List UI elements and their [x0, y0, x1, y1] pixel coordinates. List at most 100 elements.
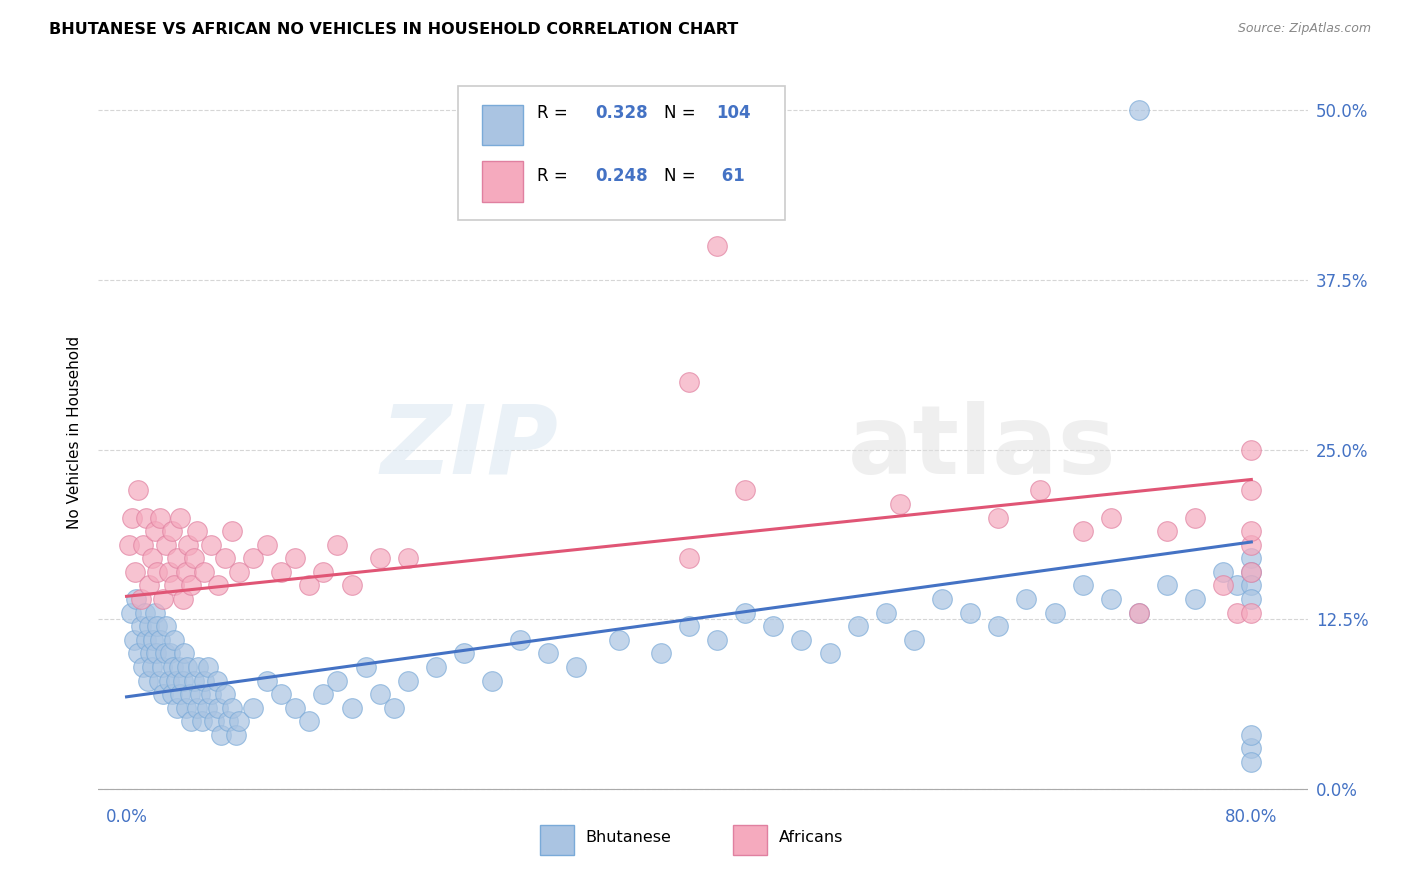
Point	[875, 606, 897, 620]
Point	[163, 632, 186, 647]
Point	[169, 687, 191, 701]
Point	[1212, 578, 1234, 592]
Point	[207, 700, 229, 714]
Point	[846, 619, 869, 633]
Point	[172, 592, 194, 607]
Point	[382, 700, 405, 714]
Point	[149, 632, 172, 647]
Point	[1184, 592, 1206, 607]
Point	[1240, 565, 1263, 579]
Point	[142, 632, 165, 647]
Point	[221, 524, 243, 538]
Point	[186, 524, 208, 538]
Point	[1071, 578, 1094, 592]
Point	[1043, 606, 1066, 620]
Point	[146, 565, 169, 579]
Point	[1099, 510, 1122, 524]
Point	[155, 619, 177, 633]
Point	[120, 606, 142, 620]
Point	[166, 700, 188, 714]
Point	[678, 375, 700, 389]
Point	[396, 673, 419, 688]
Point	[340, 700, 363, 714]
Text: 0.328: 0.328	[595, 103, 648, 122]
Text: Source: ZipAtlas.com: Source: ZipAtlas.com	[1237, 22, 1371, 36]
Point	[186, 700, 208, 714]
Point	[124, 565, 146, 579]
Point	[1240, 741, 1263, 756]
Point	[1240, 606, 1263, 620]
Point	[1029, 483, 1052, 498]
Point	[1240, 592, 1263, 607]
Point	[1240, 551, 1263, 566]
Y-axis label: No Vehicles in Household: No Vehicles in Household	[67, 336, 83, 529]
Point	[959, 606, 981, 620]
Point	[193, 565, 215, 579]
Point	[453, 646, 475, 660]
Point	[298, 714, 321, 729]
Point	[481, 673, 503, 688]
Point	[650, 646, 672, 660]
Point	[174, 565, 197, 579]
Point	[326, 673, 349, 688]
Point	[1240, 524, 1263, 538]
Point	[228, 565, 250, 579]
Point	[200, 687, 222, 701]
Point	[165, 673, 187, 688]
Point	[368, 551, 391, 566]
Point	[903, 632, 925, 647]
Point	[193, 673, 215, 688]
Point	[889, 497, 911, 511]
Point	[312, 565, 335, 579]
Point	[368, 687, 391, 701]
Point	[326, 538, 349, 552]
Point	[127, 483, 149, 498]
Point	[125, 592, 148, 607]
Point	[228, 714, 250, 729]
Point	[153, 646, 176, 660]
Point	[129, 619, 152, 633]
Point	[678, 551, 700, 566]
Point	[152, 687, 174, 701]
Point	[1128, 606, 1150, 620]
Text: Africans: Africans	[779, 830, 844, 845]
Point	[167, 660, 190, 674]
Point	[1240, 442, 1263, 457]
Point	[340, 578, 363, 592]
Point	[139, 646, 162, 660]
Point	[214, 687, 236, 701]
Point	[298, 578, 321, 592]
Point	[1071, 524, 1094, 538]
Bar	[482, 104, 523, 145]
Point	[207, 578, 229, 592]
Bar	[734, 825, 768, 855]
Bar	[482, 161, 523, 202]
Point	[1128, 103, 1150, 117]
Point	[202, 714, 225, 729]
Point	[734, 483, 756, 498]
Point	[1128, 606, 1150, 620]
Point	[188, 687, 211, 701]
Point	[197, 660, 219, 674]
Point	[134, 606, 156, 620]
Point	[1226, 578, 1249, 592]
Point	[141, 660, 163, 674]
Point	[127, 646, 149, 660]
Point	[200, 538, 222, 552]
Point	[284, 700, 307, 714]
Point	[256, 538, 278, 552]
Point	[217, 714, 239, 729]
Point	[173, 646, 195, 660]
Point	[157, 673, 180, 688]
Point	[987, 510, 1010, 524]
Point	[150, 660, 173, 674]
Text: 104: 104	[716, 103, 751, 122]
Point	[187, 660, 209, 674]
Point	[135, 510, 157, 524]
Point	[163, 578, 186, 592]
Point	[205, 673, 228, 688]
Point	[225, 728, 247, 742]
Point	[1226, 606, 1249, 620]
Point	[138, 619, 160, 633]
Point	[152, 592, 174, 607]
